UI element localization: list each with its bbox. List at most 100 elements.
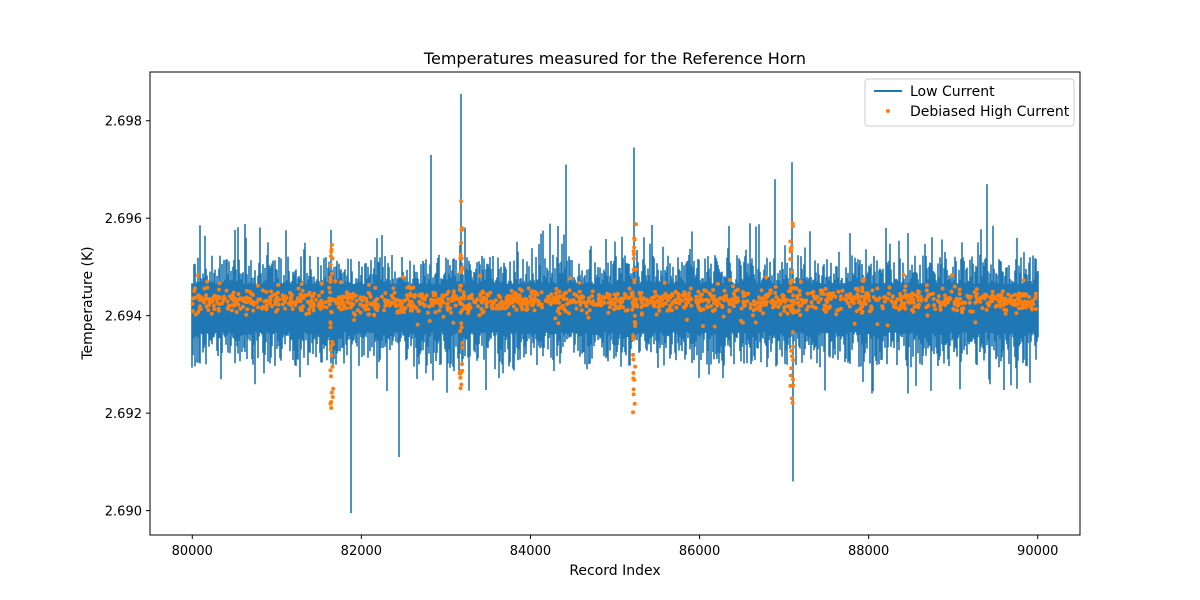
scatter-point — [783, 299, 787, 304]
scatter-point — [536, 302, 541, 307]
scatter-point — [534, 292, 539, 297]
scatter-point — [333, 279, 338, 284]
scatter-point — [569, 300, 574, 305]
scatter-point — [643, 303, 647, 308]
scatter-point — [244, 312, 249, 317]
y-axis: 2.690 2.692 2.694 2.696 2.698 — [105, 115, 150, 520]
scatter-point — [764, 292, 769, 297]
scatter-point — [722, 288, 727, 293]
scatter-point — [309, 298, 314, 303]
scatter-point — [982, 296, 987, 301]
scatter-point — [298, 306, 303, 310]
scatter-point — [694, 294, 699, 299]
scatter-point — [276, 283, 281, 287]
scatter-point — [438, 304, 443, 309]
scatter-point — [1004, 308, 1009, 313]
scatter-point — [373, 286, 378, 290]
scatter-point — [334, 297, 339, 302]
scatter-point — [791, 293, 796, 298]
scatter-point — [338, 280, 343, 285]
scatter-point — [405, 285, 410, 290]
scatter-point — [536, 299, 541, 304]
scatter-point — [960, 307, 965, 312]
scatter-point — [354, 298, 359, 303]
scatter-point — [204, 293, 208, 298]
scatter-point — [936, 294, 941, 299]
scatter-point — [557, 311, 562, 316]
scatter-point — [366, 290, 371, 295]
scatter-point — [631, 252, 636, 257]
scatter-point — [712, 294, 717, 299]
scatter-point — [632, 245, 637, 250]
scatter-point — [497, 302, 502, 307]
scatter-point — [809, 300, 814, 305]
scatter-point — [698, 295, 703, 300]
scatter-point — [348, 305, 353, 310]
scatter-point — [712, 301, 716, 305]
scatter-point — [919, 298, 924, 303]
scatter-point — [676, 291, 681, 296]
scatter-point — [406, 303, 411, 308]
scatter-point — [233, 301, 238, 306]
scatter-point — [330, 395, 335, 399]
scatter-point — [637, 290, 642, 295]
scatter-point — [450, 295, 455, 300]
scatter-point — [1027, 300, 1032, 305]
scatter-point — [531, 302, 535, 307]
scatter-point — [283, 299, 288, 304]
scatter-point — [236, 302, 241, 307]
scatter-point — [789, 285, 794, 290]
scatter-point — [609, 298, 613, 303]
scatter-point — [217, 295, 222, 300]
scatter-point — [839, 306, 843, 311]
scatter-point — [395, 309, 400, 314]
scatter-point — [823, 304, 828, 309]
scatter-point — [613, 296, 618, 301]
scatter-point — [819, 291, 824, 296]
scatter-point — [1020, 293, 1025, 298]
scatter-point — [751, 308, 756, 313]
scatter-point — [869, 307, 874, 312]
scatter-point — [590, 294, 595, 299]
scatter-point — [344, 290, 349, 295]
scatter-point — [631, 371, 636, 375]
scatter-point — [860, 285, 865, 290]
scatter-point — [798, 313, 803, 317]
scatter-point — [202, 300, 207, 305]
scatter-point — [791, 344, 796, 349]
scatter-point — [949, 289, 954, 294]
scatter-point — [572, 292, 577, 297]
scatter-point — [863, 301, 868, 306]
scatter-point — [788, 304, 793, 309]
scatter-point — [955, 299, 960, 304]
scatter-point — [865, 291, 870, 296]
scatter-point — [857, 306, 862, 311]
scatter-point — [826, 291, 831, 296]
scatter-point — [612, 307, 617, 312]
scatter-point — [915, 294, 920, 299]
plot-frame — [149, 71, 1081, 536]
scatter-point — [231, 296, 236, 301]
scatter-point — [961, 300, 966, 305]
scatter-point — [717, 301, 722, 306]
scatter-point — [256, 305, 261, 310]
scatter-point — [761, 311, 766, 316]
y-axis-label: Temperature (K) — [80, 246, 96, 360]
scatter-point — [875, 298, 880, 303]
scatter-point — [1006, 292, 1011, 297]
scatter-point — [190, 309, 195, 314]
scatter-point — [978, 299, 983, 304]
scatter-point — [441, 314, 446, 319]
scatter-point — [264, 290, 269, 294]
scatter-point — [860, 289, 865, 294]
scatter-point — [458, 386, 463, 391]
scatter-point — [224, 288, 229, 293]
scatter-point — [1033, 294, 1038, 299]
x-axis: 80000 82000 84000 86000 88000 90000 — [172, 535, 1058, 559]
scatter-point — [644, 298, 648, 303]
scatter-point — [886, 291, 891, 296]
scatter-point — [785, 311, 790, 316]
scatter-point — [715, 281, 720, 286]
scatter-point — [666, 298, 671, 303]
scatter-point — [625, 308, 630, 313]
